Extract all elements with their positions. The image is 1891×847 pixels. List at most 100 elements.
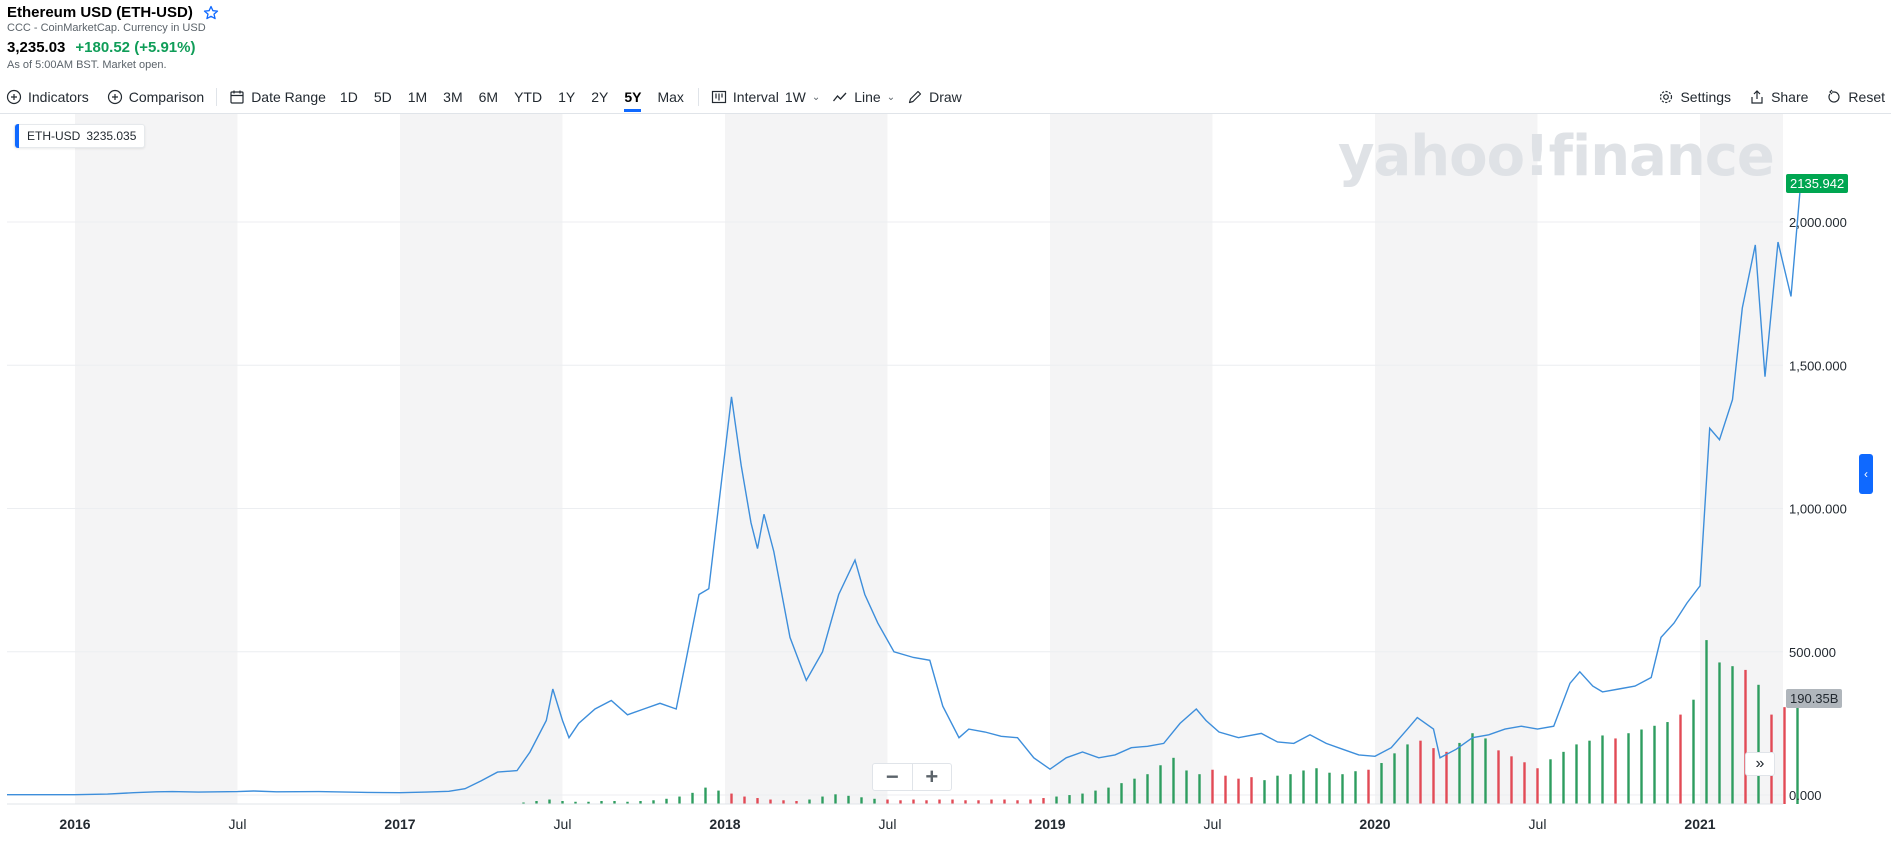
quote-header: Ethereum USD (ETH-USD) CCC - CoinMarketC… xyxy=(7,4,219,71)
chart-type-label: Line xyxy=(854,89,881,105)
volume-bar xyxy=(613,801,616,804)
volume-bar xyxy=(1549,759,1552,804)
y-tick-label: 500.000 xyxy=(1789,645,1836,660)
volume-bar xyxy=(1185,770,1188,804)
chevron-down-icon: ⌄ xyxy=(811,91,821,103)
volume-bar xyxy=(1367,769,1370,804)
quote-source: CCC - CoinMarketCap. Currency in USD xyxy=(7,22,206,34)
page-title: Ethereum USD (ETH-USD) xyxy=(7,4,193,21)
x-tick-label: 2018 xyxy=(709,816,740,832)
volume-bar xyxy=(1588,740,1591,804)
interval-value: 1W xyxy=(784,89,806,105)
x-tick-label: 2019 xyxy=(1034,816,1065,832)
volume-bar xyxy=(1003,799,1006,804)
x-tick-label: 2016 xyxy=(59,816,90,832)
volume-bar xyxy=(1224,775,1227,804)
volume-bar xyxy=(704,787,707,804)
range-2y[interactable]: 2Y xyxy=(591,89,609,105)
range-1y[interactable]: 1Y xyxy=(558,89,576,105)
reset-label: Reset xyxy=(1848,89,1885,105)
volume-bar xyxy=(1575,744,1578,804)
draw-button[interactable]: Draw xyxy=(901,84,968,110)
volume-bar xyxy=(678,796,681,804)
divider xyxy=(0,113,1891,114)
price-change: +180.52 (+5.91%) xyxy=(75,39,196,56)
volume-bar xyxy=(990,799,993,804)
volume-bar xyxy=(821,796,824,804)
volume-bar xyxy=(1120,783,1123,804)
volume-bar xyxy=(1705,640,1708,804)
volume-bar xyxy=(535,801,538,804)
draw-label: Draw xyxy=(929,89,962,105)
zoom-out-button[interactable]: − xyxy=(885,764,899,789)
period-band xyxy=(1700,114,1783,804)
volume-bar xyxy=(1601,735,1604,804)
volume-bar xyxy=(561,801,564,804)
volume-bar xyxy=(1146,774,1149,804)
x-tick-label: Jul xyxy=(1529,816,1547,832)
range-6m[interactable]: 6M xyxy=(478,89,499,105)
double-chevron-right-icon: » xyxy=(1755,755,1765,772)
volume-bar xyxy=(873,798,876,804)
indicators-label: Indicators xyxy=(28,89,89,105)
volume-bar xyxy=(899,800,902,804)
date-range-label: Date Range xyxy=(251,89,326,105)
range-5y[interactable]: 5Y xyxy=(616,84,649,112)
zoom-in-button[interactable]: + xyxy=(925,764,939,789)
volume-bar xyxy=(1744,669,1747,804)
volume-bar xyxy=(964,800,967,804)
last-price-tag: 2135.942 xyxy=(1786,174,1849,193)
volume-bar xyxy=(1757,684,1760,804)
chart-type-dropdown[interactable]: Line ⌄ xyxy=(826,84,901,110)
volume-bar xyxy=(1315,768,1318,804)
date-range-button[interactable]: Date Range xyxy=(223,84,332,110)
x-tick-label: Jul xyxy=(879,816,897,832)
volume-bar xyxy=(1523,762,1526,804)
y-tick-label: 0.000 xyxy=(1789,788,1822,803)
range-max[interactable]: Max xyxy=(657,89,684,105)
divider xyxy=(697,88,699,106)
panel-toggle-handle[interactable]: ‹ xyxy=(1859,454,1873,494)
volume-bar xyxy=(1419,740,1422,804)
x-tick-label: Jul xyxy=(1204,816,1222,832)
indicators-button[interactable]: Indicators xyxy=(0,84,95,110)
volume-bar xyxy=(1289,774,1292,804)
settings-button[interactable]: Settings xyxy=(1652,84,1737,110)
reset-icon xyxy=(1828,89,1840,103)
volume-bar xyxy=(886,799,889,804)
period-band xyxy=(400,114,563,804)
share-button[interactable]: Share xyxy=(1743,84,1814,110)
period-band xyxy=(1375,114,1538,804)
star-icon[interactable] xyxy=(203,5,219,21)
calendar-icon xyxy=(230,90,244,104)
volume-bar xyxy=(1380,763,1383,804)
volume-bar xyxy=(782,800,785,804)
volume-bar xyxy=(1614,738,1617,804)
range-1m[interactable]: 1M xyxy=(407,89,428,105)
series-legend[interactable]: ETH-USD 3235.035 xyxy=(14,124,146,148)
volume-bar xyxy=(1276,775,1279,804)
range-1d[interactable]: 1D xyxy=(339,89,358,105)
volume-bar xyxy=(1692,699,1695,804)
volume-bar xyxy=(1081,793,1084,804)
volume-bar xyxy=(1445,751,1448,804)
x-tick-label: 2021 xyxy=(1684,816,1715,832)
interval-dropdown[interactable]: Interval 1W ⌄ xyxy=(705,84,826,110)
volume-bar xyxy=(951,799,954,804)
range-5d[interactable]: 5D xyxy=(373,89,392,105)
range-ytd[interactable]: YTD xyxy=(514,89,543,105)
gear-icon xyxy=(1660,90,1673,104)
reset-button[interactable]: Reset xyxy=(1820,84,1891,110)
volume-bar xyxy=(717,790,720,804)
market-status: As of 5:00AM BST. Market open. xyxy=(7,59,167,71)
volume-bar xyxy=(1432,748,1435,804)
scroll-to-latest-button[interactable]: » xyxy=(1745,752,1775,776)
price-chart[interactable]: 2,000.0001,500.0001,000.000500.0000.000 … xyxy=(0,114,1891,847)
volume-bar xyxy=(600,801,603,804)
volume-bar xyxy=(1198,774,1201,804)
x-tick-label: Jul xyxy=(229,816,247,832)
range-3m[interactable]: 3M xyxy=(443,89,463,105)
volume-bar xyxy=(1354,771,1357,804)
y-tick-label: 1,500.000 xyxy=(1789,358,1847,373)
comparison-button[interactable]: Comparison xyxy=(101,84,210,110)
